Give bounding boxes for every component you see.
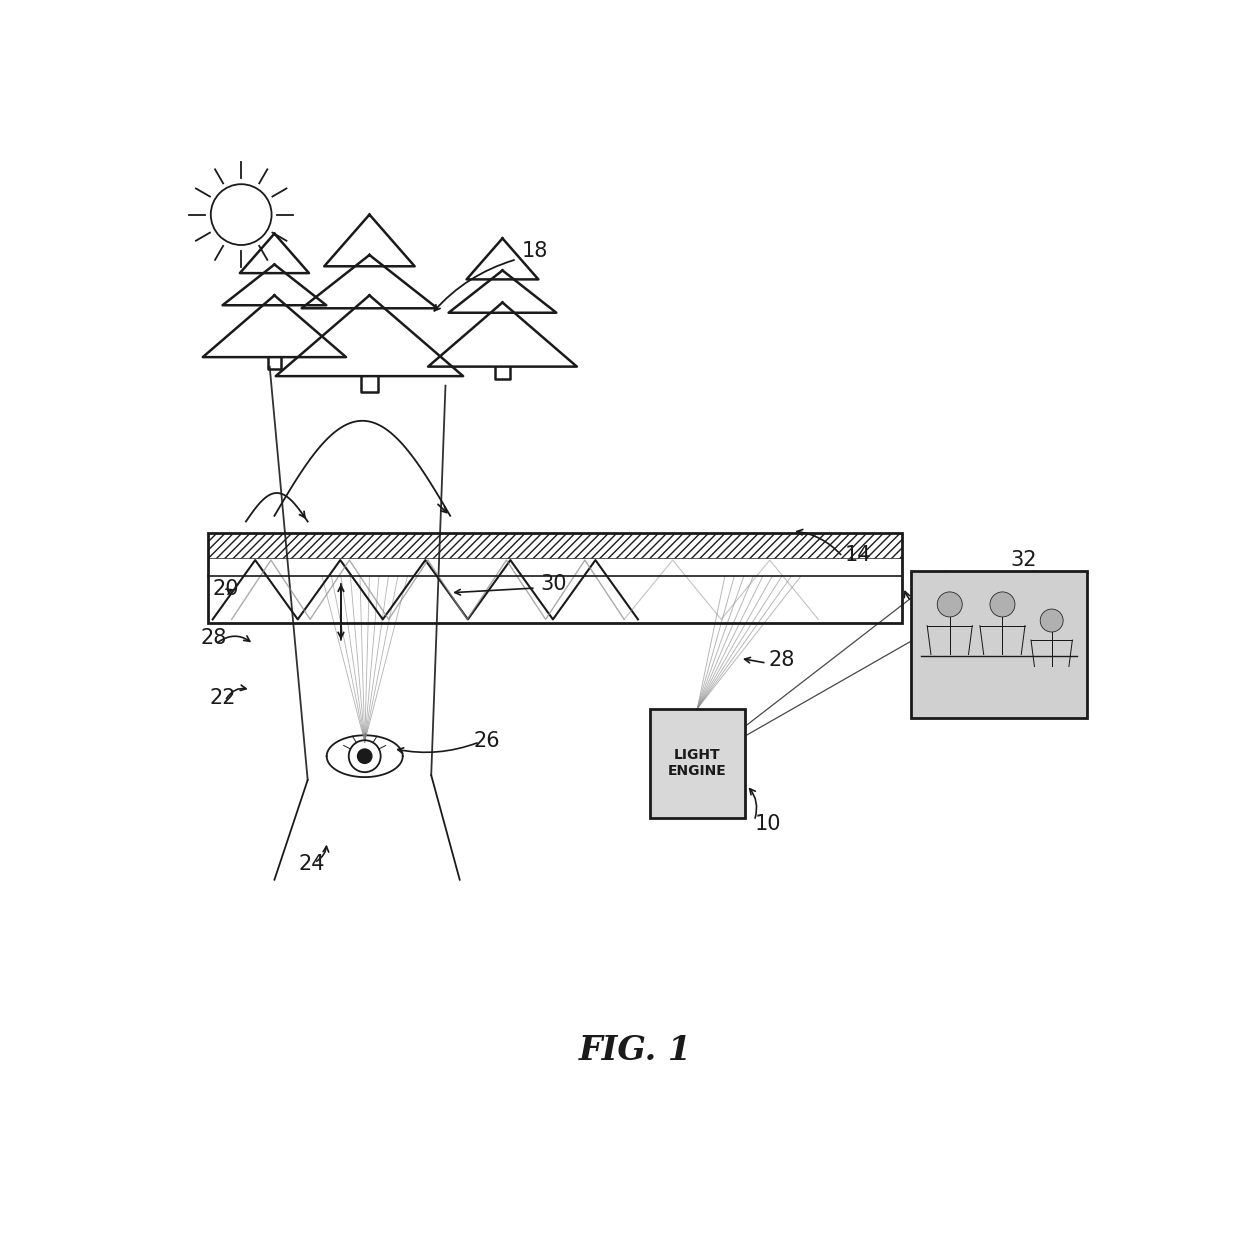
Text: 14: 14 (844, 545, 870, 565)
Text: 28: 28 (201, 628, 227, 648)
Text: 18: 18 (522, 242, 548, 262)
Text: 26: 26 (474, 731, 501, 750)
Text: 24: 24 (298, 854, 325, 874)
Text: LIGHT
ENGINE: LIGHT ENGINE (668, 748, 727, 779)
Bar (911, 571, 1086, 718)
Text: 32: 32 (1011, 550, 1038, 570)
Bar (650, 708, 745, 818)
Bar (208, 533, 901, 558)
Text: 28: 28 (769, 650, 795, 670)
Bar (208, 533, 901, 623)
Text: 22: 22 (210, 687, 237, 708)
Text: 30: 30 (541, 574, 567, 594)
Circle shape (990, 592, 1016, 617)
Circle shape (937, 592, 962, 617)
Text: 10: 10 (754, 814, 781, 834)
Text: 20: 20 (213, 579, 239, 598)
Text: 12: 12 (911, 585, 937, 606)
Circle shape (1040, 610, 1063, 632)
Text: FIG. 1: FIG. 1 (579, 1034, 692, 1067)
Circle shape (357, 749, 372, 764)
